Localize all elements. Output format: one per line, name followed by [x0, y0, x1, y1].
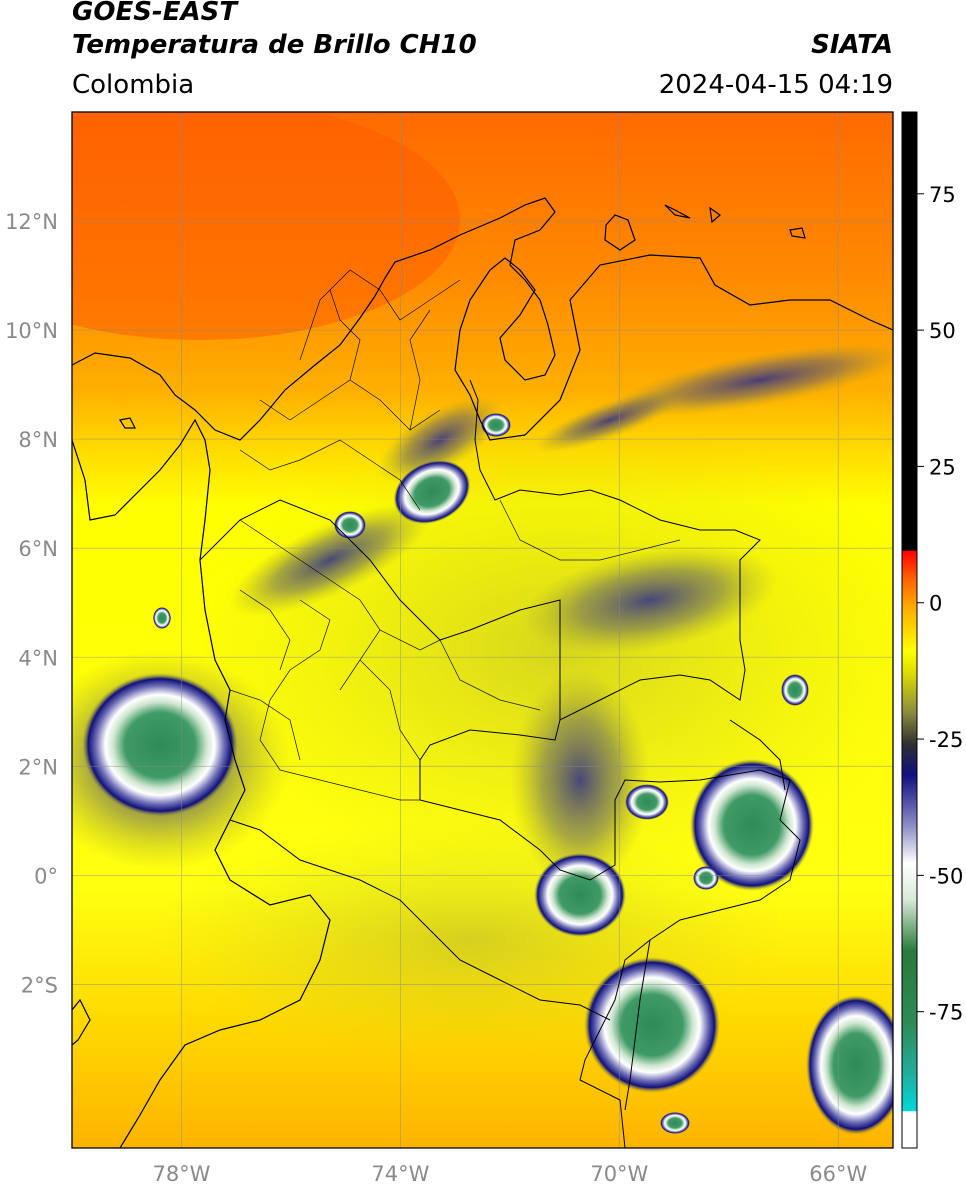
lat-tick-label: 4°N [18, 646, 58, 670]
colorbar [902, 112, 917, 1148]
lon-tick-label: 78°W [152, 1162, 210, 1186]
lon-tick-label: 70°W [590, 1162, 648, 1186]
colorbar-tick-label: 25 [929, 455, 956, 479]
lat-tick-label: 10°N [5, 319, 58, 343]
lat-tick-label: 12°N [5, 210, 58, 234]
lat-tick-label: 2°N [18, 755, 58, 779]
latitude-axis: 12°N 10°N 8°N 6°N 4°N 2°N 0° 2°S [5, 210, 58, 997]
colorbar-tick-label: -25 [929, 728, 963, 752]
region-label: Colombia [72, 70, 195, 100]
title-line1: GOES-EAST [72, 0, 238, 27]
lat-tick-label: 0° [34, 864, 58, 888]
colorbar-ticks: 75 50 25 0 -25 -50 -75 [917, 183, 963, 1025]
satellite-imagery [72, 112, 893, 1148]
borders [199, 379, 801, 1148]
colorbar-tick-label: 0 [929, 592, 942, 616]
lon-tick-label: 66°W [809, 1162, 867, 1186]
lon-tick-label: 74°W [371, 1162, 429, 1186]
colorbar-tick-label: 50 [929, 319, 956, 343]
colorbar-tick-label: 75 [929, 183, 956, 207]
longitude-axis: 78°W 74°W 70°W 66°W [152, 1162, 867, 1186]
map-frame [71, 111, 894, 1149]
colorbar-tick-label: -75 [929, 1001, 963, 1025]
timestamp: 2024-04-15 04:19 [658, 70, 893, 100]
colorbar-tick-label: -50 [929, 864, 963, 888]
coastlines [72, 197, 893, 1148]
departments [229, 269, 681, 801]
title-line2: Temperatura de Brillo CH10 [72, 30, 477, 60]
lat-tick-label: 8°N [18, 428, 58, 452]
brand-label: SIATA [811, 30, 893, 60]
lat-tick-label: 2°S [21, 973, 58, 997]
lat-tick-label: 6°N [18, 537, 58, 561]
